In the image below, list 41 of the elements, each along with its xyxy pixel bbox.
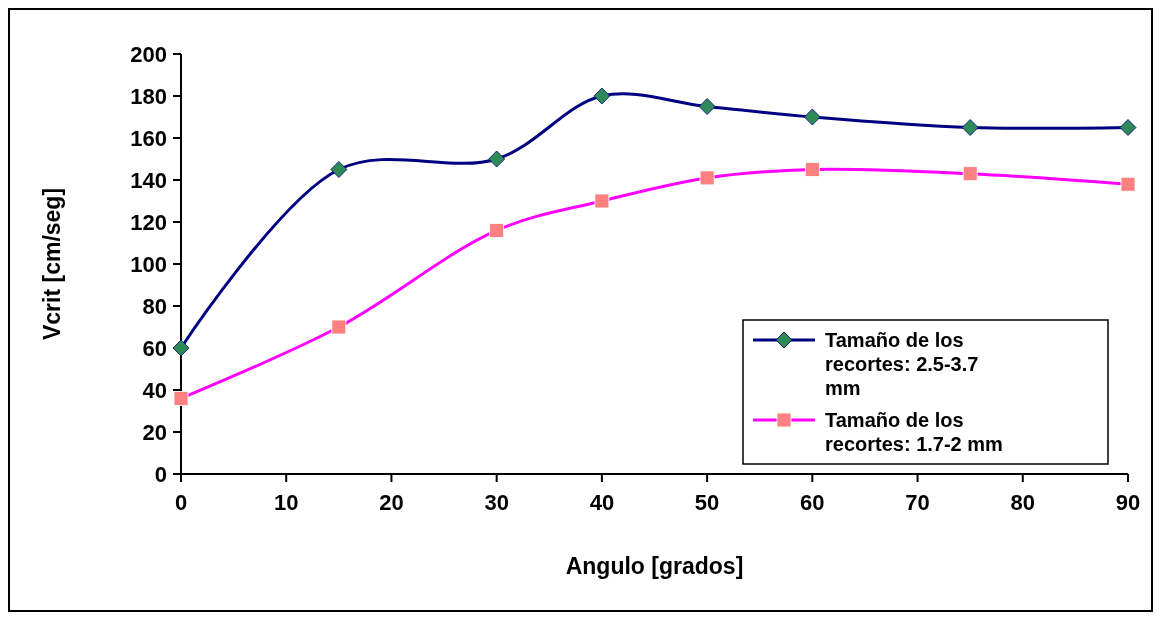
y-axis-title: Vcrit [cm/seg] [39,187,65,341]
legend-label: Tamaño de los recortes: 1.7-2 mm [825,409,1003,455]
x-tick-label: 30 [484,490,509,515]
legend-label: Tamaño de los recortes: 2.5-3.7 mm [825,329,979,399]
x-tick-label: 50 [694,490,720,515]
point [962,166,978,182]
x-tick-label: 0 [174,490,188,515]
y-tick-label: 100 [130,251,167,277]
point [331,319,347,335]
point [489,223,505,238]
point [961,119,979,136]
y-tick-label: 160 [130,125,167,151]
point [593,87,611,105]
point [804,162,820,177]
point [1119,119,1137,136]
y-tick-label: 120 [130,209,167,235]
point [1120,176,1136,192]
y-tick-label: 40 [142,377,167,403]
y-tick-label: 180 [130,83,167,109]
point [330,161,348,178]
point [594,193,610,209]
y-tick-label: 60 [142,335,167,361]
x-tick-label: 60 [800,490,825,515]
x-tick-label: 80 [1010,490,1036,515]
point [699,170,715,186]
point [698,98,716,115]
x-tick-label: 70 [905,490,930,515]
x-tick-label: 10 [273,490,299,515]
y-tick-label: 140 [130,167,167,193]
y-tick-label: 200 [130,41,167,67]
y-tick-label: 80 [142,293,167,319]
x-axis-title: Angulo [grados] [565,553,744,579]
x-tick-label: 90 [1115,490,1141,515]
point [173,391,189,406]
x-tick-label: 40 [589,490,615,515]
point [488,150,506,168]
y-tick-label: 0 [154,461,167,487]
x-tick-label: 20 [379,490,404,515]
y-tick-label: 20 [142,419,167,445]
point [803,108,821,126]
point [172,339,190,357]
